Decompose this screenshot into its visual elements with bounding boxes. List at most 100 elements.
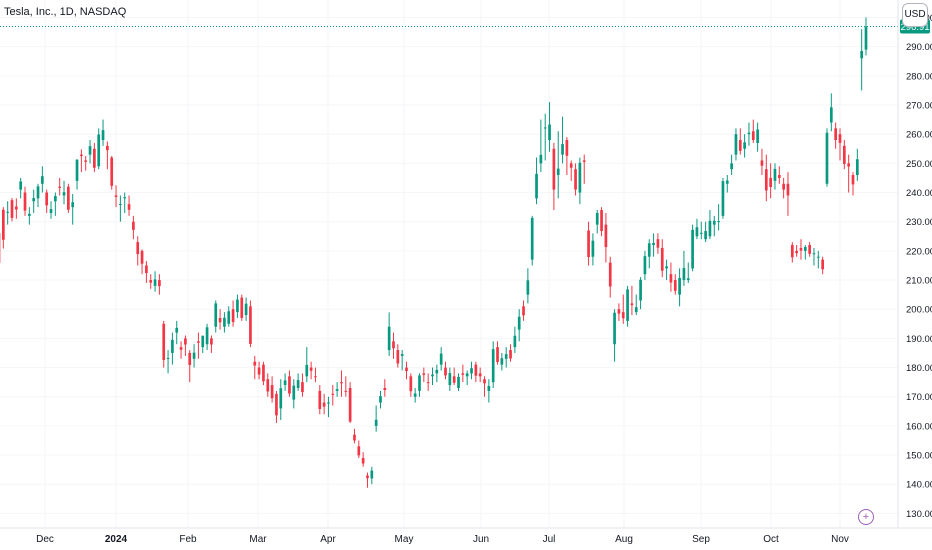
- candle: [171, 332, 174, 365]
- candle: [361, 452, 365, 467]
- candle: [803, 245, 807, 260]
- candle: [392, 332, 395, 359]
- candle: [218, 309, 222, 330]
- time-tick-label: Dec: [36, 534, 54, 545]
- candle: [439, 347, 443, 371]
- candle: [855, 148, 859, 181]
- price-tick-label: 130.00: [906, 509, 932, 520]
- candle: [270, 376, 274, 403]
- candle-body: [201, 335, 205, 348]
- candle-body: [634, 307, 638, 313]
- candle-body: [114, 195, 118, 197]
- candle: [80, 149, 83, 173]
- candle-body: [682, 268, 686, 281]
- candle: [829, 93, 833, 132]
- candle-body: [314, 376, 317, 378]
- candle-body: [569, 163, 573, 168]
- candle-body: [834, 128, 837, 141]
- candle-body: [491, 349, 495, 383]
- candle-body: [266, 379, 270, 392]
- candle: [119, 195, 122, 222]
- candle-body: [240, 297, 244, 318]
- candle: [36, 183, 40, 208]
- candle-body: [54, 196, 57, 202]
- time-tick-label: Jul: [543, 534, 556, 545]
- candle-body: [587, 230, 590, 257]
- candle-body: [309, 367, 313, 371]
- candle: [795, 245, 798, 257]
- candle: [353, 428, 356, 444]
- candle: [470, 361, 473, 380]
- candle: [587, 221, 590, 266]
- candle-body: [140, 250, 144, 264]
- candle: [192, 344, 196, 368]
- candle: [608, 256, 612, 298]
- plus-circle-icon[interactable]: +: [858, 509, 874, 525]
- candle-body: [751, 131, 755, 141]
- candle-body: [803, 247, 807, 251]
- candle: [764, 154, 768, 202]
- candle-body: [106, 145, 109, 151]
- candle: [123, 192, 127, 213]
- candle-body: [743, 142, 746, 149]
- time-tick-label: Oct: [763, 534, 779, 545]
- candle-body: [842, 145, 846, 164]
- candle-body: [1, 209, 5, 240]
- candle-body: [691, 229, 694, 269]
- candle: [604, 212, 608, 263]
- candle-body: [435, 369, 439, 374]
- candle: [340, 370, 343, 397]
- price-axis[interactable]: 130.00 140.00 150.00 160.00 170.00 180.00 190.…: [906, 13, 932, 520]
- candle: [71, 193, 75, 225]
- time-tick-label: Sep: [692, 534, 710, 545]
- candle-body: [760, 160, 764, 166]
- candle: [240, 294, 244, 321]
- candle: [851, 172, 855, 196]
- candle-body: [331, 393, 335, 395]
- candle: [790, 242, 794, 263]
- candle-body: [205, 327, 209, 345]
- candle-body: [49, 209, 53, 213]
- candle-body: [296, 380, 300, 388]
- time-tick-label: Nov: [831, 534, 849, 545]
- price-tick-label: 180.00: [906, 363, 932, 374]
- candle: [526, 268, 530, 304]
- candles: [0, 17, 868, 488]
- candle-body: [444, 367, 447, 376]
- price-tick-label: 160.00: [906, 421, 932, 432]
- price-tick-label: 260.00: [906, 130, 932, 141]
- candle: [205, 323, 209, 351]
- time-tick-label: Mar: [249, 534, 267, 545]
- candle: [374, 405, 378, 432]
- candle-body: [348, 387, 352, 422]
- candle-body: [665, 266, 668, 269]
- candle-body: [578, 162, 582, 193]
- candle-body: [721, 181, 725, 216]
- candle: [461, 364, 465, 383]
- candle-body: [821, 259, 824, 270]
- candle-body: [88, 146, 92, 155]
- candle: [691, 224, 694, 272]
- candle: [556, 131, 560, 199]
- candle: [842, 140, 846, 170]
- candle: [275, 390, 278, 423]
- currency-button[interactable]: USD: [902, 3, 928, 27]
- candle-body: [669, 274, 673, 283]
- candle: [760, 148, 764, 176]
- candle-body: [262, 364, 265, 382]
- time-axis[interactable]: Dec 2024 Feb Mar Apr May Jun Jul Aug Sep Oct Nov: [36, 534, 849, 545]
- candle-body: [405, 367, 408, 372]
- candle-body: [32, 198, 36, 202]
- candle: [93, 142, 96, 173]
- candle-body: [244, 303, 248, 316]
- candle: [448, 367, 452, 391]
- candle: [513, 326, 517, 353]
- candle: [283, 373, 287, 391]
- candle-body: [197, 341, 200, 343]
- candle-body: [526, 280, 530, 295]
- candle-body: [305, 364, 309, 377]
- candle: [84, 156, 88, 171]
- candle: [574, 163, 577, 196]
- candle: [327, 396, 330, 418]
